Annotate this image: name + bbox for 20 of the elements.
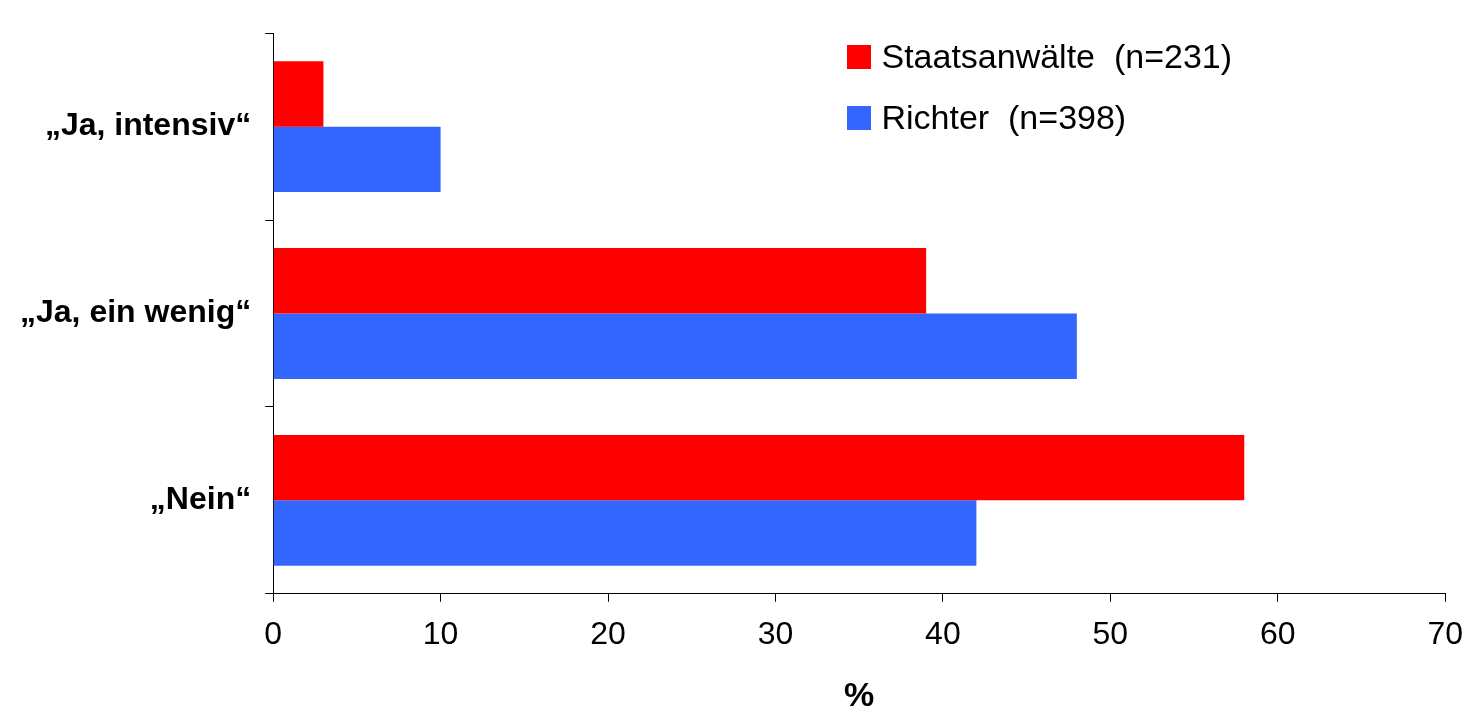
bar [273,248,927,314]
legend-label: Staatsanwälte (n=231) [881,37,1233,77]
x-tick-label: 0 [264,614,283,651]
x-tick-label: 70 [1427,614,1463,651]
x-tick-label: 60 [1259,614,1296,651]
x-tick-label: 40 [925,614,961,651]
x-tick-label: 50 [1092,614,1129,651]
x-tick-label: 30 [757,614,794,651]
bar [273,500,977,566]
y-tick-label: „Ja, intensiv“ [44,106,252,143]
y-tick-label: „Ja, ein wenig“ [20,293,252,330]
bar [273,434,1245,501]
x-axis-title: % [844,674,875,713]
bar [273,313,1077,379]
legend-label: Richter (n=398) [881,98,1127,138]
bar [273,126,441,193]
x-tick-label: 10 [422,614,459,651]
x-tick-label: 20 [590,614,626,651]
y-tick-label: „Nein“ [149,480,252,517]
bar [273,61,324,127]
